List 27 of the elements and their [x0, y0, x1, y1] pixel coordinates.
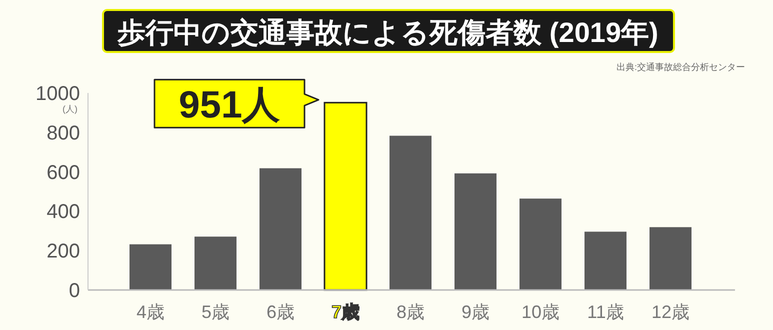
x-tick-label: 11歳	[587, 302, 624, 322]
x-tick-label: 5歳	[201, 302, 230, 322]
bar	[454, 173, 496, 290]
y-tick-label: 400	[46, 201, 80, 224]
x-tick-label: 10歳	[521, 302, 560, 322]
y-tick-label: 600	[46, 162, 80, 184]
bar	[520, 198, 562, 290]
bar	[584, 232, 626, 290]
y-axis-title: (人)	[62, 104, 78, 114]
chart-title: 歩行中の交通事故による死傷者数 (2019年)	[116, 17, 658, 48]
bar	[650, 227, 692, 290]
y-tick-label: 1000	[36, 83, 80, 105]
x-tick-label: 9歳	[461, 302, 490, 322]
x-tick-label: 7歳	[331, 302, 360, 322]
source-note: 出典:交通事故総合分析センター	[616, 62, 745, 72]
y-tick-label: 0	[68, 280, 80, 302]
bar	[260, 168, 302, 290]
x-tick-label: 8歳	[396, 302, 425, 322]
bar	[130, 244, 172, 290]
annotation: 951人	[178, 84, 280, 127]
y-tick-label: 800	[46, 122, 80, 144]
x-tick-label: 6歳	[266, 302, 295, 322]
x-tick-label: 12歳	[651, 302, 690, 322]
y-tick-label: 200	[46, 240, 80, 263]
bar	[194, 236, 236, 290]
x-tick-label: 4歳	[136, 302, 165, 322]
bar	[390, 136, 432, 290]
